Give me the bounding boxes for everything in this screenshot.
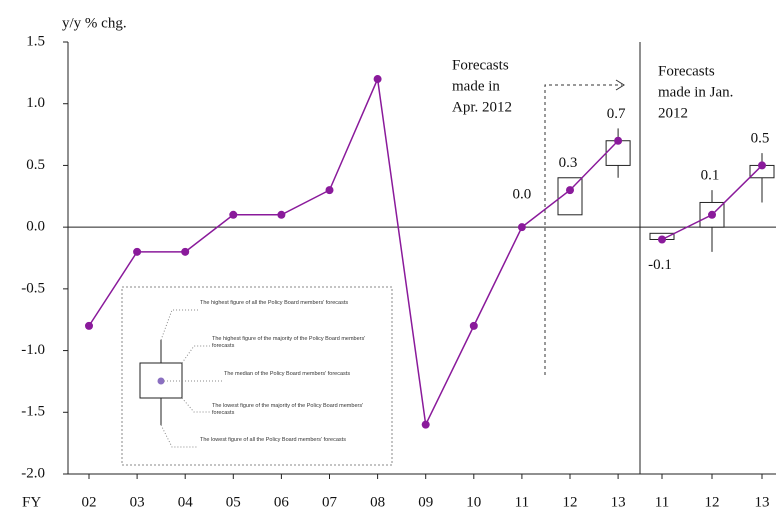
leader [160,424,198,448]
legend-note: The lowest figure of the majority of the… [212,403,364,416]
y-tick-label: 1.5 [26,33,45,49]
data-label: 0.3 [559,155,578,171]
legend-median [157,377,165,385]
x-tick-label: 04 [178,494,194,510]
legend-note: The highest figure of the majority of th… [212,336,366,349]
x-tick-label: 11 [655,494,669,510]
y-tick-label: 1.0 [26,95,45,111]
point [181,247,190,256]
point [658,235,666,244]
point [758,161,766,170]
x-tick-label: 13 [611,494,626,510]
y-tick-label: 0.0 [26,219,45,235]
point [277,210,286,219]
point [229,210,238,219]
box [557,177,583,216]
x-tick-label: 02 [82,494,97,510]
line [88,76,619,428]
x-tick-label: 07 [322,494,338,510]
point [708,210,716,219]
legend-note: The lowest figure of all the Policy Boar… [200,437,346,443]
y-tick-label: -2.0 [21,465,45,481]
forecast-label: Forecasts [452,57,509,73]
data-label: 0.5 [751,131,770,147]
y-tick-label: -1.5 [21,404,45,420]
legend-note: The highest figure of all the Policy Boa… [200,300,349,306]
point [85,321,93,330]
x-tick-label: 12 [563,494,578,510]
forecast-label: Apr. 2012 [452,99,512,115]
point [614,136,623,145]
forecast-arrow [544,84,622,375]
arrow-head [615,79,625,91]
x-axis-label: FY [22,494,41,510]
forecast-label: 2012 [658,105,688,121]
x-tick-label: 03 [130,494,145,510]
point [325,186,334,195]
point [566,186,574,195]
point [517,223,526,232]
x-tick-label: 09 [418,494,433,510]
forecast-label: made in Jan. [658,84,733,100]
y-tick-label: 0.5 [26,157,45,173]
forecast-label: Forecasts [658,63,715,79]
data-label: 0.7 [607,106,626,122]
x-tick-label: 12 [705,494,720,510]
data-label: 0.1 [701,168,720,184]
point [133,247,142,256]
legend: The highest figure of all the Policy Boa… [121,286,393,466]
y-axis-label: y/y % chg. [62,15,127,31]
x-tick-label: 08 [370,494,385,510]
leader [181,345,210,364]
x-tick-label: 11 [515,494,529,510]
forecast-label: made in [452,78,500,94]
x-tick-label: 10 [466,494,481,510]
x-tick-label: 05 [226,494,241,510]
point [469,321,478,330]
point [373,75,382,84]
y-tick-label: -1.0 [21,342,45,358]
data-label: 0.0 [513,187,532,203]
legend-note: The median of the Policy Board members' … [224,371,351,377]
x-tick-label: 13 [755,494,770,510]
point [421,420,430,429]
leader [181,397,210,413]
y-tick-label: -0.5 [21,280,45,296]
data-label: -0.1 [648,257,672,273]
x-tick-label: 06 [274,494,290,510]
